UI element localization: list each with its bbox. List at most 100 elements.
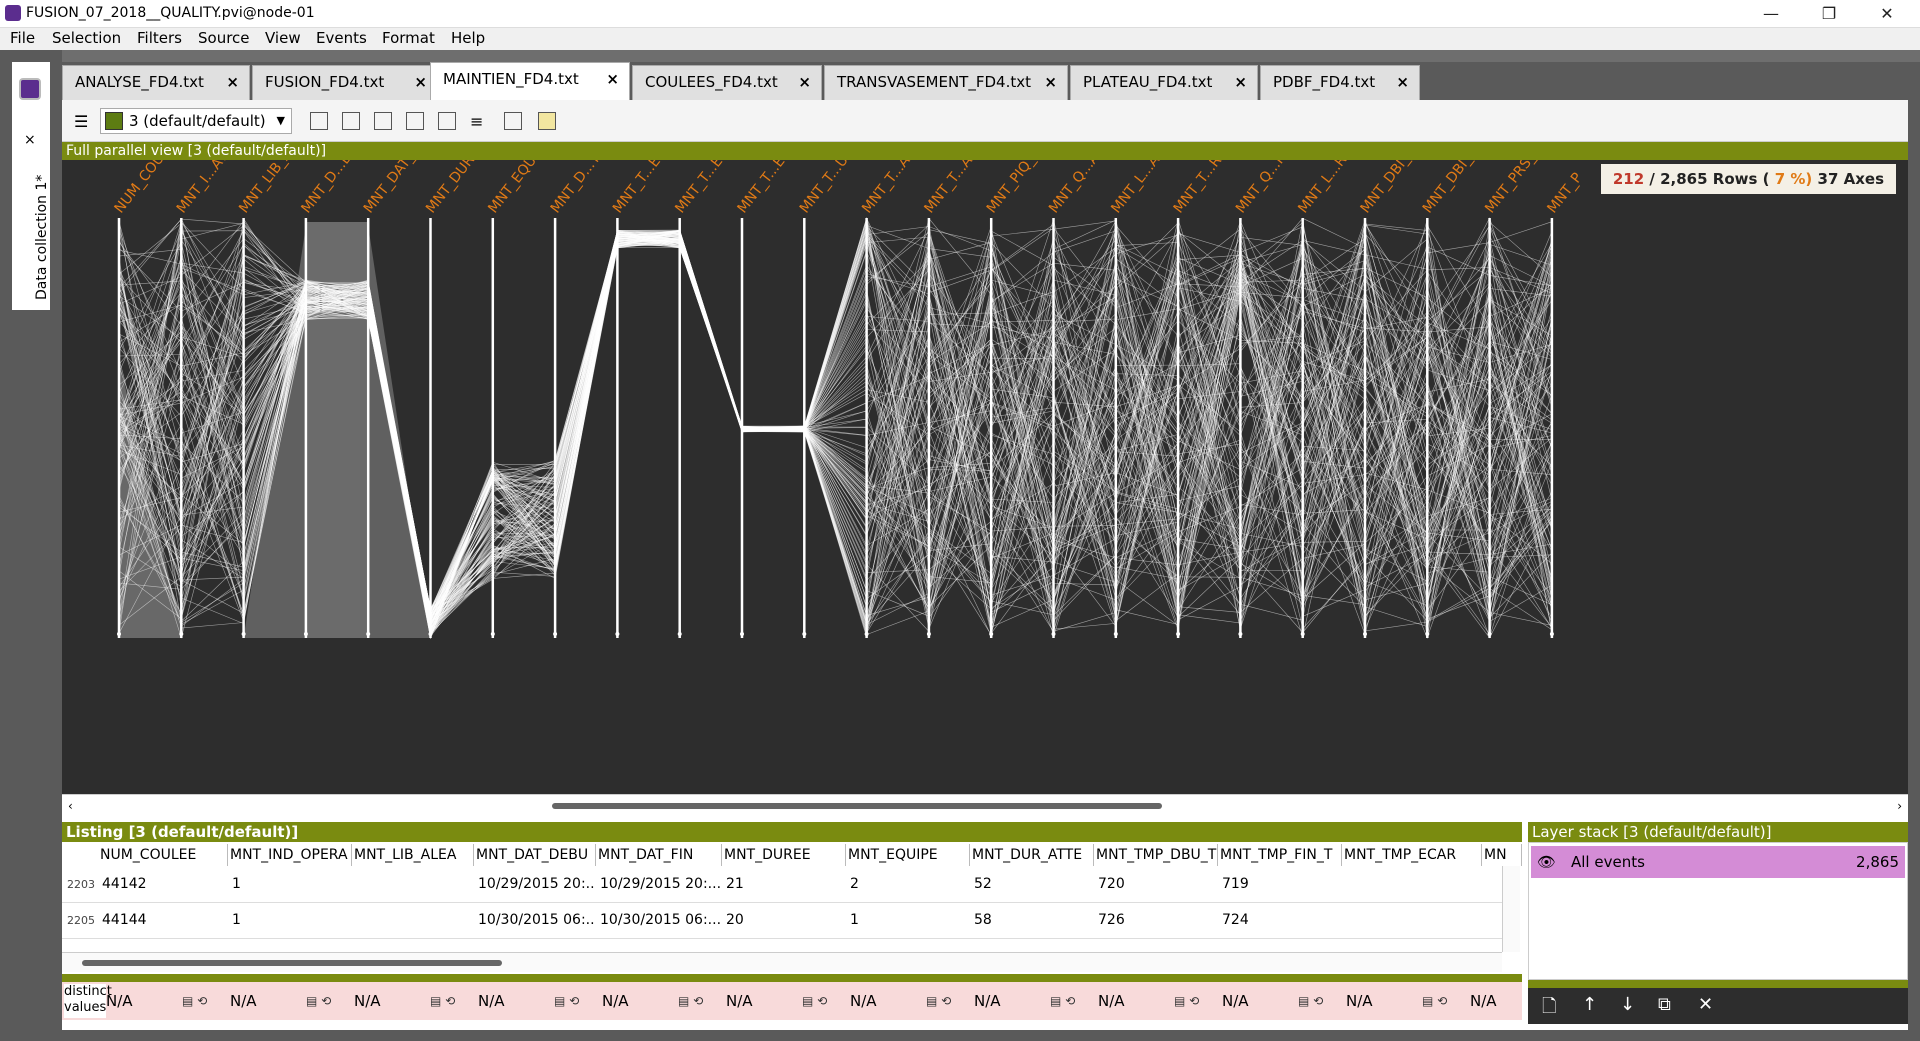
- minimize-button[interactable]: —: [1763, 4, 1779, 23]
- menu-format[interactable]: Format: [382, 29, 435, 47]
- table-cell[interactable]: 21: [726, 876, 744, 892]
- column-stats-icon[interactable]: ▤ ⟲: [678, 994, 704, 1008]
- delete-layer-icon[interactable]: ✕: [1698, 994, 1714, 1015]
- tab-pdbf[interactable]: PDBF_FD4.txt ×: [1260, 65, 1420, 100]
- row-index[interactable]: 2203: [67, 878, 95, 891]
- list-icon[interactable]: ☰: [74, 112, 89, 131]
- tab-close-icon[interactable]: ×: [226, 73, 239, 91]
- menu-source[interactable]: Source: [198, 29, 250, 47]
- parallel-view-canvas[interactable]: NUM_COULEE MNT_I...ATION MNT_LIB_ALEA MNT_D…: [62, 160, 1908, 794]
- parallel-view-scrollbar[interactable]: ‹ ›: [62, 794, 1908, 820]
- table-cell[interactable]: 726: [1098, 912, 1125, 928]
- table-cell[interactable]: 20: [726, 912, 744, 928]
- column-header[interactable]: MNT_DUREE: [722, 844, 846, 866]
- column-stats-icon[interactable]: ▤ ⟲: [926, 994, 952, 1008]
- parallel-coordinates-plot[interactable]: NUM_COULEEMNT_I...ATIONMNT_LIB_ALEAMNT_D…: [62, 160, 1908, 794]
- histogram-icon[interactable]: [406, 112, 424, 130]
- tab-close-icon[interactable]: ×: [414, 73, 427, 91]
- dock-close-button[interactable]: ×: [24, 132, 36, 148]
- axis-chart-icon[interactable]: [374, 112, 392, 130]
- listing-horizontal-scrollbar[interactable]: [62, 952, 1502, 972]
- data-line: [118, 230, 1553, 631]
- menu-filters[interactable]: Filters: [137, 29, 182, 47]
- tab-fusion[interactable]: FUSION_FD4.txt ×: [252, 65, 438, 100]
- tab-close-icon[interactable]: ×: [1044, 73, 1057, 91]
- table-cell[interactable]: 10/30/2015 06:...: [478, 912, 594, 928]
- table-cell[interactable]: 719: [1222, 876, 1249, 892]
- tab-close-icon[interactable]: ×: [1396, 73, 1409, 91]
- layer-row-all-events[interactable]: 👁 All events 2,865: [1531, 846, 1905, 878]
- table-icon[interactable]: [504, 112, 522, 130]
- scroll-right-icon[interactable]: ›: [1897, 799, 1902, 813]
- column-header[interactable]: MNT_DAT_DEBU: [474, 844, 596, 866]
- table-cell[interactable]: 10/29/2015 20:...: [600, 876, 720, 892]
- menu-file[interactable]: File: [10, 29, 36, 47]
- table-cell[interactable]: 1: [232, 876, 241, 892]
- column-stats-icon[interactable]: ▤ ⟲: [306, 994, 332, 1008]
- data-collection-dock[interactable]: [12, 62, 50, 310]
- column-header[interactable]: MNT_DUR_ATTE: [970, 844, 1094, 866]
- menu-help[interactable]: Help: [451, 29, 486, 47]
- data-collection-icon[interactable]: [19, 78, 41, 100]
- move-up-icon[interactable]: ↑: [1582, 994, 1598, 1015]
- column-stats-icon[interactable]: ▤ ⟲: [1174, 994, 1200, 1008]
- layer-dropdown[interactable]: 3 (default/default) ▼: [100, 108, 292, 134]
- table-cell[interactable]: 1: [850, 912, 859, 928]
- column-header[interactable]: MNT_DAT_FIN: [596, 844, 722, 866]
- column-header[interactable]: MNT_TMP_ECAR: [1342, 844, 1482, 866]
- column-stats-icon[interactable]: ▤ ⟲: [430, 994, 456, 1008]
- menu-selection[interactable]: Selection: [52, 29, 122, 47]
- listing-vertical-scrollbar[interactable]: [1502, 866, 1520, 952]
- menu-view[interactable]: View: [265, 29, 301, 47]
- tab-maintien[interactable]: MAINTIEN_FD4.txt ×: [430, 62, 630, 100]
- table-cell[interactable]: 720: [1098, 876, 1125, 892]
- table-color-icon[interactable]: [538, 112, 556, 130]
- table-cell[interactable]: 1: [232, 912, 241, 928]
- duplicate-layer-icon[interactable]: ⧉: [1658, 994, 1671, 1015]
- column-stats-icon[interactable]: ▤ ⟲: [802, 994, 828, 1008]
- tab-close-icon[interactable]: ×: [1234, 73, 1247, 91]
- column-stats-icon[interactable]: ▤ ⟲: [554, 994, 580, 1008]
- eye-icon[interactable]: 👁: [1537, 853, 1557, 871]
- column-stats-icon[interactable]: ▤ ⟲: [1422, 994, 1448, 1008]
- scatter-icon[interactable]: [438, 112, 456, 130]
- axes-split-icon[interactable]: [342, 112, 360, 130]
- column-header[interactable]: MNT_IND_OPERA: [228, 844, 352, 866]
- listing-table[interactable]: NUM_COULEE MNT_IND_OPERA MNT_LIB_ALEA MNT_D…: [62, 842, 1522, 972]
- column-stats-icon[interactable]: ▤ ⟲: [182, 994, 208, 1008]
- axes-grid-icon[interactable]: [310, 112, 328, 130]
- table-cell[interactable]: 52: [974, 876, 992, 892]
- table-cell[interactable]: 10/30/2015 06:...: [600, 912, 720, 928]
- table-cell[interactable]: 10/29/2015 20:...: [478, 876, 594, 892]
- tab-coulees[interactable]: COULEES_FD4.txt ×: [632, 65, 822, 100]
- tab-close-icon[interactable]: ×: [606, 70, 619, 88]
- scroll-thumb[interactable]: [552, 803, 1162, 809]
- column-stats-icon[interactable]: ▤ ⟲: [1298, 994, 1324, 1008]
- table-cell[interactable]: 44144: [102, 912, 147, 928]
- tab-close-icon[interactable]: ×: [798, 73, 811, 91]
- column-stats-icon[interactable]: ▤ ⟲: [1050, 994, 1076, 1008]
- column-header[interactable]: NUM_COULEE: [98, 844, 228, 866]
- close-window-button[interactable]: ✕: [1880, 4, 1894, 23]
- column-header[interactable]: MN: [1482, 844, 1522, 866]
- tab-analyse[interactable]: ANALYSE_FD4.txt ×: [62, 65, 250, 100]
- new-layer-icon[interactable]: 🗋: [1542, 996, 1557, 1017]
- column-header[interactable]: MNT_TMP_DBU_T: [1094, 844, 1218, 866]
- list-view-icon[interactable]: ≡: [470, 112, 484, 131]
- tab-plateau[interactable]: PLATEAU_FD4.txt ×: [1070, 65, 1258, 100]
- table-cell[interactable]: 58: [974, 912, 992, 928]
- table-cell[interactable]: 724: [1222, 912, 1249, 928]
- table-cell[interactable]: 44142: [102, 876, 147, 892]
- data-collection-label[interactable]: Data collection 1*: [34, 174, 50, 300]
- menu-events[interactable]: Events: [316, 29, 367, 47]
- column-header[interactable]: MNT_EQUIPE: [846, 844, 970, 866]
- column-header[interactable]: MNT_LIB_ALEA: [352, 844, 474, 866]
- row-index[interactable]: 2205: [67, 914, 95, 927]
- scroll-left-icon[interactable]: ‹: [68, 799, 73, 813]
- maximize-button[interactable]: ❐: [1821, 4, 1837, 23]
- scroll-thumb[interactable]: [82, 960, 502, 966]
- column-header[interactable]: MNT_TMP_FIN_T: [1218, 844, 1342, 866]
- tab-transvasement[interactable]: TRANSVASEMENT_FD4.txt ×: [824, 65, 1068, 100]
- table-cell[interactable]: 2: [850, 876, 859, 892]
- move-down-icon[interactable]: ↓: [1620, 994, 1636, 1015]
